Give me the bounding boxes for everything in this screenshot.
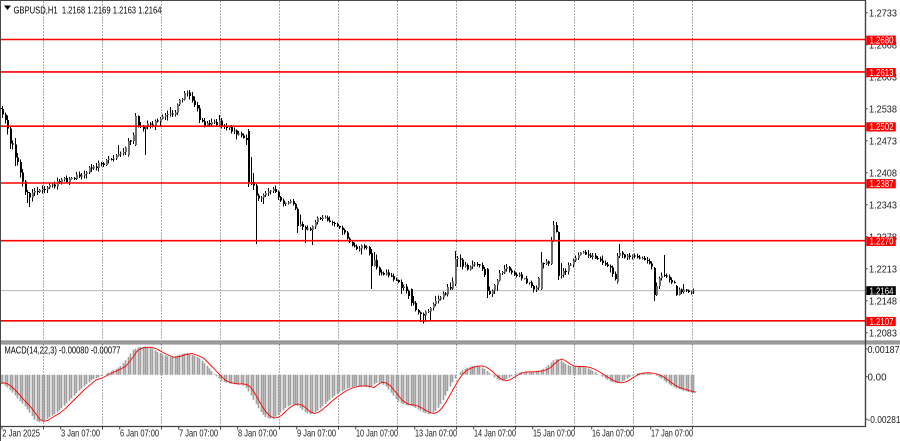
svg-text:MACD(14,22,3) -0.00080 -0.0007: MACD(14,22,3) -0.00080 -0.00077 xyxy=(5,345,121,357)
svg-text:10 Jan 07:00: 10 Jan 07:00 xyxy=(356,427,398,439)
svg-text:0.00187: 0.00187 xyxy=(868,344,900,356)
svg-text:1.2107: 1.2107 xyxy=(870,316,894,328)
svg-text:0.00: 0.00 xyxy=(868,372,887,384)
svg-text:8 Jan 07:00: 8 Jan 07:00 xyxy=(238,427,277,439)
svg-text:1.2613: 1.2613 xyxy=(870,67,894,79)
svg-text:1.2473: 1.2473 xyxy=(869,136,897,148)
svg-text:15 Jan 07:00: 15 Jan 07:00 xyxy=(533,427,575,439)
svg-text:GBPUSD,H1 1.2168 1.2169 1.216: GBPUSD,H1 1.2168 1.2169 1.2163 1.2164 xyxy=(14,4,162,16)
svg-text:-0.00281: -0.00281 xyxy=(868,414,900,426)
svg-text:1.2213: 1.2213 xyxy=(869,264,897,276)
svg-text:2 Jan 2025: 2 Jan 2025 xyxy=(2,427,40,439)
svg-text:14 Jan 07:00: 14 Jan 07:00 xyxy=(474,427,516,439)
svg-text:1.2343: 1.2343 xyxy=(869,200,897,212)
svg-text:3 Jan 07:00: 3 Jan 07:00 xyxy=(61,427,100,439)
svg-text:1.2733: 1.2733 xyxy=(869,8,897,20)
svg-text:9 Jan 07:00: 9 Jan 07:00 xyxy=(297,427,336,439)
svg-text:1.2270: 1.2270 xyxy=(870,236,894,248)
svg-text:1.2083: 1.2083 xyxy=(869,328,897,340)
svg-text:17 Jan 07:00: 17 Jan 07:00 xyxy=(651,427,693,439)
svg-text:1.2502: 1.2502 xyxy=(870,121,894,133)
svg-text:1.2148: 1.2148 xyxy=(869,296,897,308)
svg-text:13 Jan 07:00: 13 Jan 07:00 xyxy=(415,427,457,439)
svg-text:1.2538: 1.2538 xyxy=(869,104,897,116)
svg-text:6 Jan 07:00: 6 Jan 07:00 xyxy=(120,427,159,439)
svg-text:16 Jan 07:00: 16 Jan 07:00 xyxy=(592,427,634,439)
svg-text:1.2164: 1.2164 xyxy=(870,286,894,298)
svg-text:1.2408: 1.2408 xyxy=(869,168,897,180)
svg-text:1.2680: 1.2680 xyxy=(870,35,894,47)
svg-text:1.2387: 1.2387 xyxy=(870,178,894,190)
svg-text:7 Jan 07:00: 7 Jan 07:00 xyxy=(179,427,218,439)
